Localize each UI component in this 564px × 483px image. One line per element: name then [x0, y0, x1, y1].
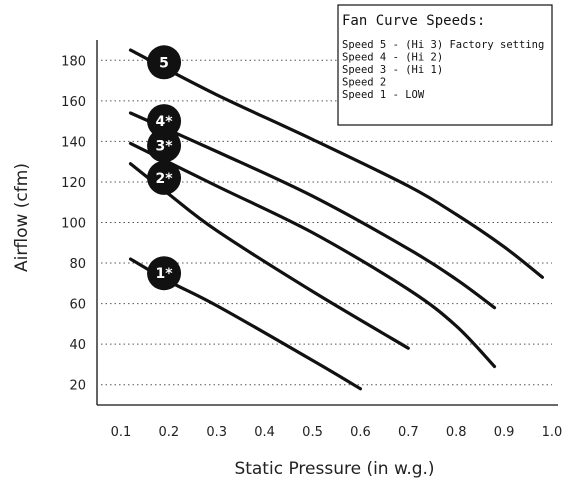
speed-badge-circle: [147, 45, 182, 80]
speed-badge-label: 4*: [156, 114, 174, 130]
legend: Fan Curve Speeds: Speed 5 - (Hi 3) Factor…: [337, 4, 553, 126]
speed-badge-2: 2*: [147, 160, 182, 195]
grid-layer: [101, 59, 552, 386]
legend-box: [337, 4, 553, 126]
y-tick-label: 180: [61, 54, 86, 69]
x-tick-label: 0.8: [446, 425, 467, 440]
speed-badge-label: 5: [159, 55, 169, 71]
x-tick-label: 0.4: [254, 425, 275, 440]
speed-badge-label: 1*: [156, 266, 174, 282]
legend-item: Speed 4 - (Hi 2): [342, 52, 443, 64]
fan-curve-speed-4: [128, 111, 497, 310]
y-tick-label: 140: [61, 135, 86, 150]
y-tick-label: 160: [61, 95, 86, 110]
x-tick-label: 1.0: [542, 425, 563, 440]
speed-badge-1: 1*: [147, 256, 182, 291]
x-tick-label: 0.3: [206, 425, 227, 440]
speed-badge-circle: [147, 128, 182, 163]
legend-item: Speed 3 - (Hi 1): [342, 64, 443, 76]
fan-curve-speed-5: [128, 48, 544, 279]
speed-badge-5: 5: [147, 45, 182, 80]
y-tick-label: 40: [69, 338, 86, 353]
speed-badge-3: 3*: [147, 128, 182, 163]
y-tick-label: 60: [69, 298, 86, 313]
legend-title: Fan Curve Speeds:: [342, 13, 485, 29]
y-axis-title: Airflow (cfm): [12, 163, 32, 272]
axis-layer: 20 40 60 80 100 120 140 160 180 0.1 0.2 0.3 0.4 0.5 0.…: [61, 40, 562, 440]
speed-badge-label: 2*: [156, 171, 174, 187]
speed-badge-4: 4*: [147, 104, 182, 139]
x-tick-label: 0.2: [158, 425, 179, 440]
speed-badge-circle: [147, 256, 182, 291]
x-tick-label: 0.7: [398, 425, 419, 440]
legend-item: Speed 1 - LOW: [342, 89, 425, 101]
y-tick-label: 120: [61, 176, 86, 191]
x-tick-label: 0.1: [111, 425, 132, 440]
y-tick-label: 80: [69, 257, 86, 272]
legend-item: Speed 2: [342, 77, 386, 89]
speed-badge-circle: [147, 104, 182, 139]
speed-badge-label: 3*: [156, 138, 174, 154]
x-tick-label: 0.6: [350, 425, 371, 440]
x-tick-label: 0.5: [302, 425, 323, 440]
y-tick-label: 20: [69, 379, 86, 394]
legend-item: Speed 5 - (Hi 3) Factory setting: [342, 39, 544, 51]
fan-curve-speed-3: [128, 141, 497, 369]
speed-badge-circle: [147, 160, 182, 195]
x-tick-label: 0.9: [494, 425, 515, 440]
badge-layer: 5 4* 3* 2* 1*: [147, 45, 182, 291]
x-axis-title: Static Pressure (in w.g.): [234, 459, 434, 479]
y-tick-label: 100: [61, 217, 86, 232]
